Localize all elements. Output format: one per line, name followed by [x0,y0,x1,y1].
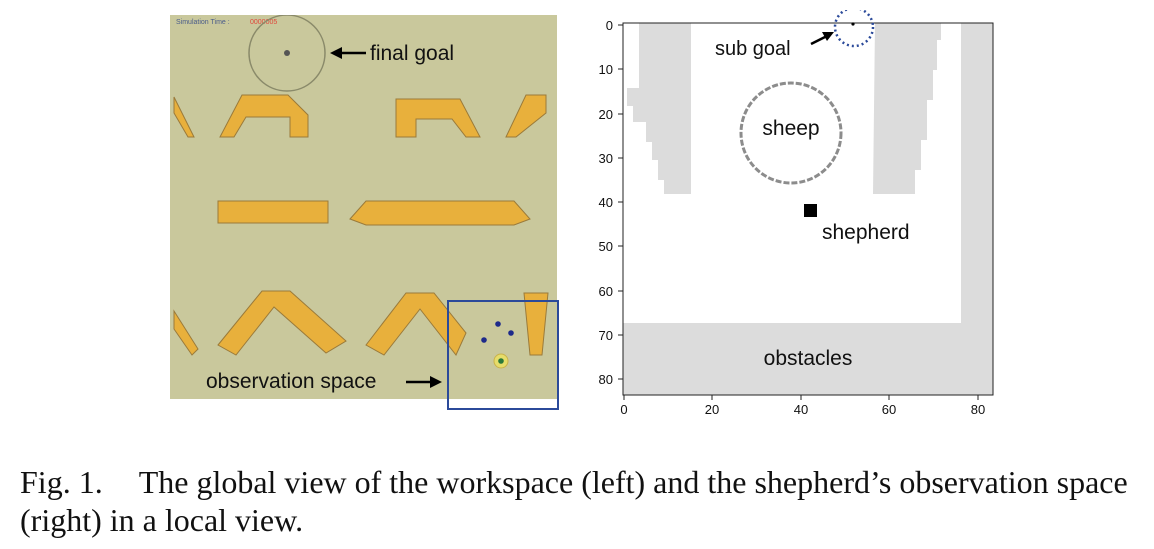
y-tick-label: 50 [599,239,613,254]
obstacle [523,292,549,356]
obstacle [505,94,547,138]
local-observation-view: 0 10 20 30 40 50 60 70 80 0 20 40 60 80 … [575,6,995,420]
obstacle [349,200,531,226]
obstacle [217,290,347,356]
final-goal-point [284,50,290,56]
x-tick-label: 20 [705,402,719,417]
sub-goal-arrowhead [822,32,834,41]
left-annotations [330,47,442,388]
x-tick-label: 80 [971,402,985,417]
obstacles-label: obstacles [764,347,853,370]
obstacle [217,200,329,224]
sheep-dot [495,321,501,327]
y-tick-label: 70 [599,328,613,343]
sim-time-label: Simulation Time : [176,19,230,26]
sheep-circle [739,81,843,185]
y-tick-label: 40 [599,195,613,210]
workspace-canvas: Simulation Time : 0000005 [170,14,557,399]
sub-goal-arrow [810,34,828,46]
obstacle [173,309,199,356]
y-tick-label: 80 [599,372,613,387]
obstacle-region [873,23,941,194]
sheep-dot [508,330,514,336]
global-workspace-view: Simulation Time : 0000005 [170,14,557,399]
y-tick-label: 30 [599,151,613,166]
y-axis: 0 10 20 30 40 50 60 70 80 [599,18,623,387]
final-goal-arrowhead [330,47,342,59]
shepherd-square [804,204,817,217]
y-tick-label: 0 [606,18,613,33]
x-tick-label: 60 [882,402,896,417]
obstacle [173,96,195,138]
sheep-label: sheep [762,117,819,140]
observation-space-label: observation space [206,370,377,393]
y-tick-label: 60 [599,284,613,299]
sub-goal-point [851,22,855,26]
sub-goal-label: sub goal [715,38,791,60]
x-tick-label: 40 [794,402,808,417]
caption-text: The global view of the workspace (left) … [20,464,1128,538]
shepherd-label: shepherd [822,221,910,244]
y-tick-label: 20 [599,107,613,122]
figure-number: Fig. 1. [20,464,103,500]
observation-arrowhead [430,376,442,388]
x-tick-label: 0 [620,402,627,417]
obstacle [395,98,481,138]
obstacle-region [623,23,691,194]
sub-goal-circle [833,6,875,48]
y-tick-label: 10 [599,62,613,77]
x-axis: 0 20 40 60 80 [620,395,985,417]
obstacle [219,94,309,138]
observation-grid: 0 10 20 30 40 50 60 70 80 0 20 40 60 80 … [599,6,994,417]
final-goal-circle [248,14,326,92]
shepherd-dot [498,358,504,364]
obstacle-region [623,323,993,395]
obstacle [365,292,467,356]
sheep-dot [481,337,487,343]
observation-space-box [447,300,559,410]
figure-caption: Fig. 1. The global view of the workspace … [20,463,1150,539]
final-goal-label: final goal [370,42,455,65]
